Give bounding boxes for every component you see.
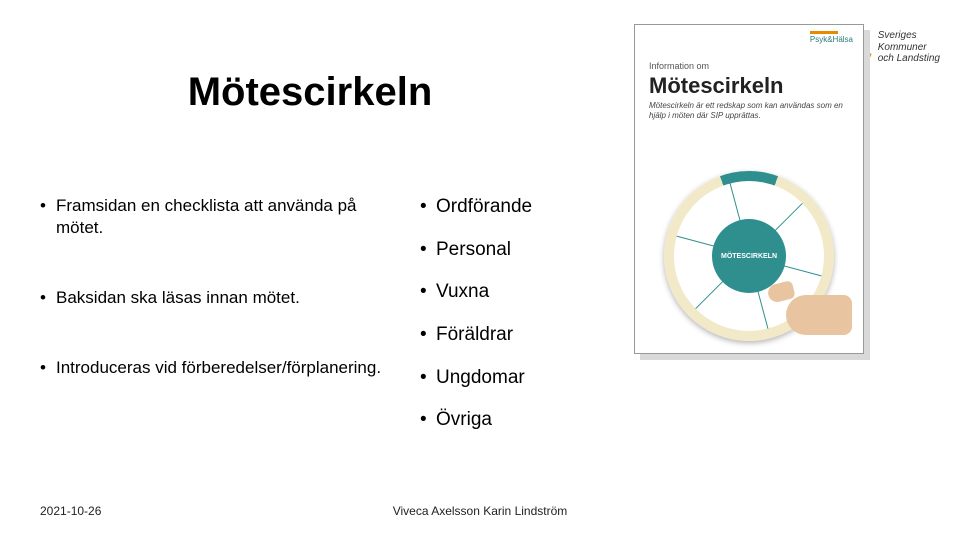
list-item: •Vuxna [420, 280, 600, 305]
pamphlet-eyebrow: Information om [649, 61, 849, 71]
pamphlet-title: Mötescirkeln [649, 73, 849, 99]
page-title: Mötescirkeln [0, 70, 620, 115]
footer-author: Viveca Axelsson Karin Lindström [0, 504, 960, 518]
list-item: •Föräldrar [420, 323, 600, 348]
pamphlet-image: Psyk&Hälsa Information om Mötescirkeln M… [634, 24, 864, 354]
pamphlet-mini-logo-icon: Psyk&Hälsa [810, 31, 853, 44]
list-item: •Ordförande [420, 195, 600, 220]
list-item: •Framsidan en checklista att använda på … [40, 195, 390, 239]
list-item: •Introduceras vid förberedelser/förplane… [40, 357, 390, 379]
list-item: •Baksidan ska läsas innan mötet. [40, 287, 390, 309]
wheel-icon: MÖTESCIRKELN [664, 171, 834, 341]
left-bullet-list: •Framsidan en checklista att använda på … [40, 195, 390, 427]
hand-icon [762, 279, 852, 335]
right-bullet-list: •Ordförande •Personal •Vuxna •Föräldrar … [420, 195, 600, 451]
list-item: •Övriga [420, 408, 600, 433]
logo-text: Sveriges Kommuner och Landsting [878, 30, 940, 65]
pamphlet-subtitle: Mötescirkeln är ett redskap som kan anvä… [649, 101, 849, 120]
list-item: •Personal [420, 238, 600, 263]
list-item: •Ungdomar [420, 366, 600, 391]
